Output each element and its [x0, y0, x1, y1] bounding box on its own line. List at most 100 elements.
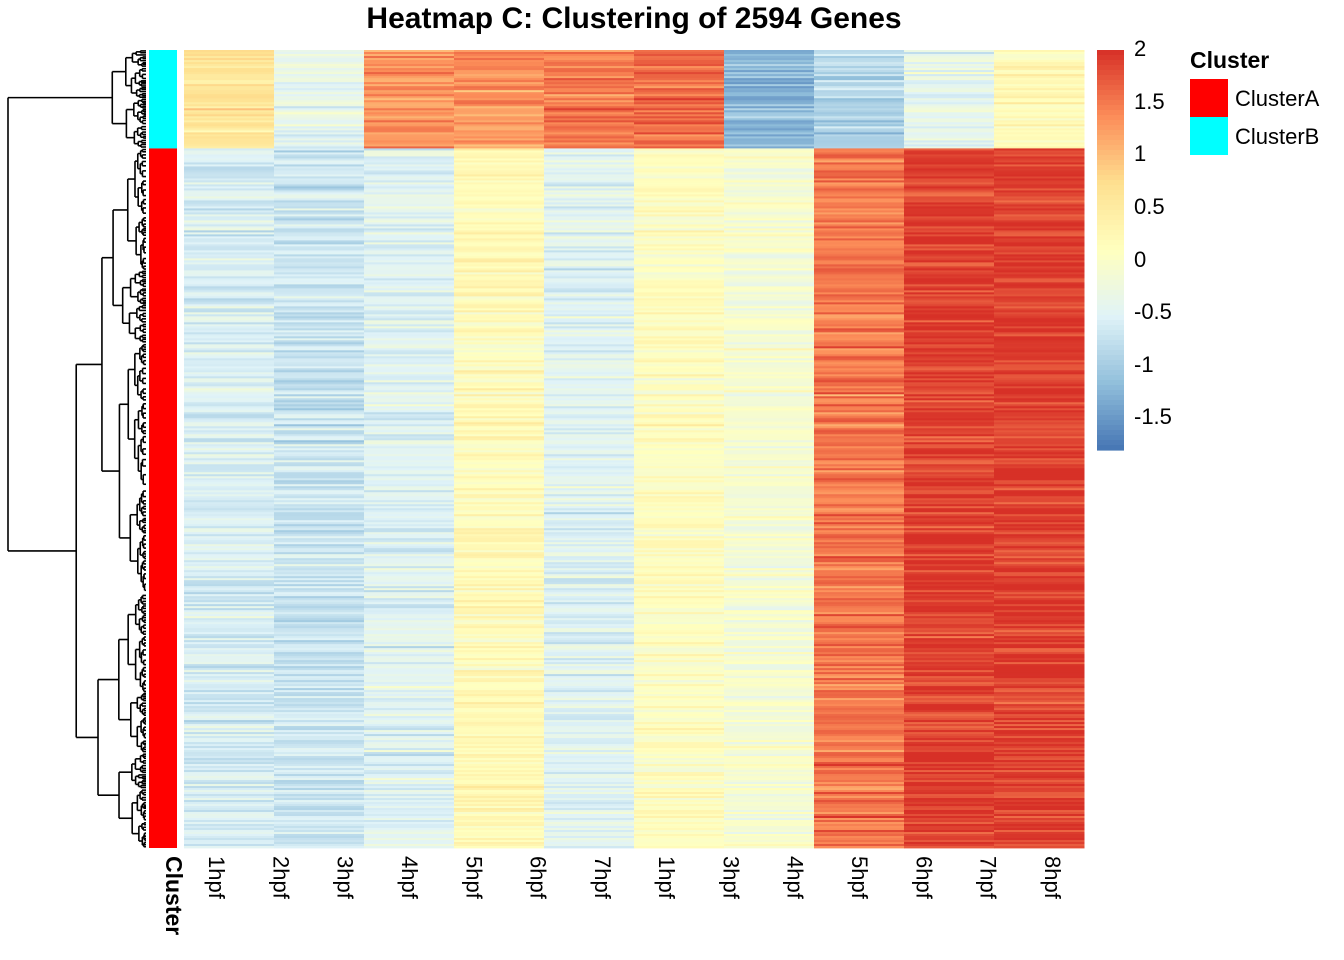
heatmap-row-cell: [814, 52, 905, 55]
heatmap-row-cell: [544, 100, 635, 103]
heatmap-row-cell: [544, 304, 635, 307]
heatmap-row-cell: [724, 822, 815, 825]
heatmap-row-cell: [454, 68, 545, 71]
heatmap-row-cell: [724, 554, 815, 557]
heatmap-row-cell: [814, 352, 905, 355]
heatmap-row-cell: [274, 760, 365, 763]
heatmap-row-cell: [814, 118, 905, 121]
heatmap-row-cell: [454, 344, 545, 347]
heatmap-row-cell: [814, 126, 905, 129]
heatmap-row-cell: [634, 464, 725, 467]
heatmap-row-cell: [274, 660, 365, 663]
heatmap-row-cell: [814, 768, 905, 771]
heatmap-row-cell: [364, 558, 455, 561]
heatmap-row-cell: [904, 386, 995, 389]
heatmap-row-cell: [814, 578, 905, 581]
heatmap-row-cell: [454, 750, 545, 753]
heatmap-row-cell: [994, 570, 1085, 573]
heatmap-row-cell: [274, 642, 365, 645]
heatmap-row-cell: [454, 240, 545, 243]
color-scale-step: [1097, 50, 1124, 56]
heatmap-row-cell: [994, 168, 1085, 171]
heatmap-row-cell: [814, 170, 905, 173]
heatmap-row-cell: [634, 258, 725, 261]
heatmap-row-cell: [724, 784, 815, 787]
heatmap-row-cell: [184, 552, 275, 555]
heatmap-row-cell: [634, 480, 725, 483]
heatmap-row-cell: [994, 798, 1085, 801]
heatmap-row-cell: [814, 318, 905, 321]
heatmap-row-cell: [544, 432, 635, 435]
color-scale-step: [1097, 430, 1124, 436]
heatmap-row-cell: [994, 760, 1085, 763]
heatmap-row-cell: [904, 430, 995, 433]
heatmap-row-cell: [724, 732, 815, 735]
heatmap-row-cell: [274, 196, 365, 199]
heatmap-row-cell: [454, 58, 545, 61]
heatmap-row-cell: [274, 142, 365, 145]
heatmap-row-cell: [814, 68, 905, 71]
heatmap-row-cell: [634, 672, 725, 675]
heatmap-row-cell: [364, 332, 455, 335]
heatmap-row-cell: [634, 74, 725, 77]
heatmap-row-cell: [544, 340, 635, 343]
heatmap-row-cell: [454, 658, 545, 661]
heatmap-row-cell: [724, 634, 815, 637]
heatmap-row-cell: [184, 68, 275, 71]
heatmap-row-cell: [634, 746, 725, 749]
heatmap-row-cell: [544, 756, 635, 759]
heatmap-row-cell: [994, 542, 1085, 545]
heatmap-row-cell: [904, 724, 995, 727]
heatmap-row-cell: [454, 504, 545, 507]
heatmap-row-cell: [454, 316, 545, 319]
heatmap-row-cell: [364, 744, 455, 747]
heatmap-row-cell: [634, 348, 725, 351]
heatmap-row-cell: [454, 544, 545, 547]
heatmap-row-cell: [454, 60, 545, 63]
heatmap-row-cell: [544, 420, 635, 423]
heatmap-row-cell: [544, 790, 635, 793]
heatmap-row-cell: [814, 842, 905, 845]
heatmap-row-cell: [634, 436, 725, 439]
heatmap-row-cell: [904, 356, 995, 359]
heatmap-row-cell: [724, 54, 815, 57]
heatmap-row-cell: [184, 292, 275, 295]
color-scale-step: [1097, 285, 1124, 291]
heatmap-row-cell: [814, 674, 905, 677]
heatmap-row-cell: [634, 702, 725, 705]
heatmap-row-cell: [634, 714, 725, 717]
heatmap-row-cell: [364, 432, 455, 435]
heatmap-row-cell: [994, 50, 1085, 53]
heatmap-row-cell: [994, 148, 1085, 151]
heatmap-row-cell: [904, 474, 995, 477]
heatmap-row-cell: [184, 274, 275, 277]
heatmap-row-cell: [454, 406, 545, 409]
heatmap-row-cell: [634, 262, 725, 265]
heatmap-row-cell: [904, 608, 995, 611]
heatmap-row-cell: [634, 630, 725, 633]
heatmap-row-cell: [274, 750, 365, 753]
heatmap-row-cell: [994, 698, 1085, 701]
heatmap-row-cell: [814, 248, 905, 251]
heatmap-row-cell: [364, 742, 455, 745]
heatmap-row-cell: [274, 68, 365, 71]
heatmap-row-cell: [724, 736, 815, 739]
heatmap-row-cell: [634, 110, 725, 113]
heatmap-row-cell: [994, 810, 1085, 813]
heatmap-row-cell: [454, 422, 545, 425]
heatmap-row-cell: [994, 606, 1085, 609]
heatmap-row-cell: [274, 542, 365, 545]
heatmap-row-cell: [544, 234, 635, 237]
heatmap-row-cell: [184, 772, 275, 775]
heatmap-row-cell: [994, 368, 1085, 371]
heatmap-row-cell: [904, 274, 995, 277]
heatmap-row-cell: [274, 172, 365, 175]
heatmap-row-cell: [994, 736, 1085, 739]
heatmap-row-cell: [634, 710, 725, 713]
heatmap-row-cell: [814, 570, 905, 573]
heatmap-row-cell: [634, 326, 725, 329]
heatmap-row-cell: [364, 430, 455, 433]
heatmap-row-cell: [724, 170, 815, 173]
heatmap-row-cell: [814, 742, 905, 745]
heatmap-row-cell: [904, 302, 995, 305]
